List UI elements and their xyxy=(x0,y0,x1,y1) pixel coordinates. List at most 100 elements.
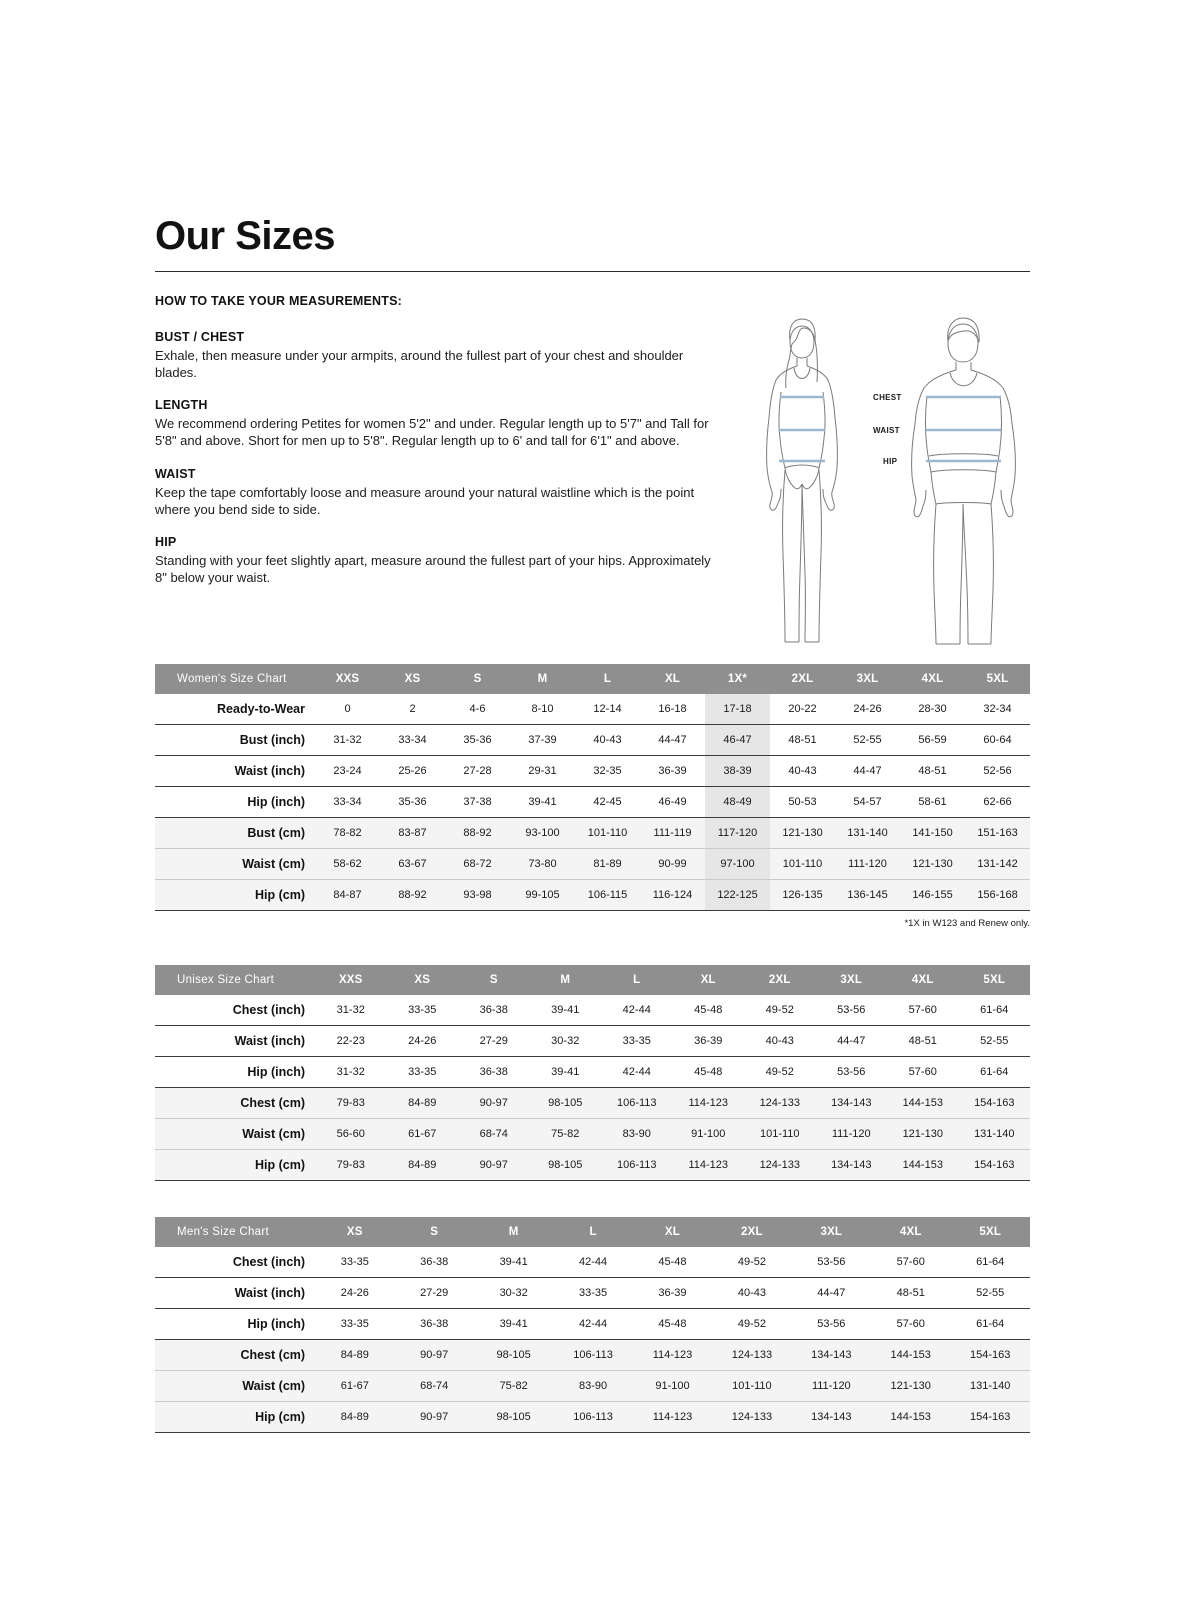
cell: 33-34 xyxy=(333,796,362,808)
cell: 49-52 xyxy=(765,1004,794,1016)
unisex-size-table: Unisex Size Chart XXS XS S M L XL 2XL 3X… xyxy=(155,965,1030,1181)
cell: 106-113 xyxy=(616,1097,657,1109)
cell: 37-38 xyxy=(463,796,492,808)
cell: 33-34 xyxy=(398,734,427,746)
cell: 33-35 xyxy=(622,1035,651,1047)
cell: 49-52 xyxy=(737,1256,766,1268)
cell: 0 xyxy=(344,703,351,715)
table-row: Waist (inch) 24-26 27-29 30-32 33-35 36-… xyxy=(155,1277,1030,1309)
row-label: Ready-to-Wear xyxy=(217,702,305,716)
cell: 98-105 xyxy=(496,1349,531,1361)
measurement-lines xyxy=(779,395,1001,463)
table-row: Ready-to-Wear 0 2 4-6 8-10 12-14 16-18 1… xyxy=(155,694,1030,725)
unisex-size-chart: Unisex Size Chart XXS XS S M L XL 2XL 3X… xyxy=(155,965,1030,1181)
womens-corner-label: Women's Size Chart xyxy=(155,664,315,694)
cell: 91-100 xyxy=(691,1128,726,1140)
measurement-instructions: HOW TO TAKE YOUR MEASUREMENTS: BUST / CH… xyxy=(155,294,715,586)
cell: 99-105 xyxy=(525,889,560,901)
column-header-s: S xyxy=(445,664,510,694)
row-label: Hip (cm) xyxy=(255,1410,306,1424)
cell: 53-56 xyxy=(817,1256,846,1268)
intro-section: HOW TO TAKE YOUR MEASUREMENTS: BUST / CH… xyxy=(155,294,1030,645)
cell: 73-80 xyxy=(528,858,557,870)
cell: 42-44 xyxy=(622,1066,651,1078)
column-header-5xl: 5XL xyxy=(958,965,1030,995)
cell: 131-142 xyxy=(977,858,1018,870)
cell: 121-130 xyxy=(902,1128,943,1140)
cell: 22-23 xyxy=(336,1035,365,1047)
cell: 35-36 xyxy=(398,796,427,808)
cell: 31-32 xyxy=(333,734,362,746)
table-row: Bust (inch) 31-32 33-34 35-36 37-39 40-4… xyxy=(155,724,1030,756)
cell: 83-90 xyxy=(578,1380,608,1392)
cell: 114-123 xyxy=(652,1349,693,1361)
cell: 84-89 xyxy=(340,1349,369,1361)
cell: 48-51 xyxy=(896,1287,925,1299)
cell: 63-67 xyxy=(398,858,427,870)
cell: 45-48 xyxy=(694,1066,723,1078)
womens-size-chart: Women's Size Chart XXS XS S M L XL 1X* 2… xyxy=(155,664,1030,929)
table-row: Waist (cm) 56-60 61-67 68-74 75-82 83-90… xyxy=(155,1118,1030,1150)
cell: 61-67 xyxy=(408,1128,437,1140)
column-header-xxs: XXS xyxy=(315,965,387,995)
cell: 44-47 xyxy=(837,1035,866,1047)
cell: 27-29 xyxy=(479,1035,508,1047)
cell: 124-133 xyxy=(731,1411,773,1423)
mens-corner-label: Men's Size Chart xyxy=(155,1217,316,1247)
cell: 52-55 xyxy=(976,1287,1005,1299)
unisex-table-body: Chest (inch) 31-32 33-35 36-38 39-41 42-… xyxy=(155,995,1030,1181)
cell: 58-62 xyxy=(333,858,362,870)
cell: 134-143 xyxy=(811,1349,852,1361)
column-header-l: L xyxy=(601,965,673,995)
cell: 114-123 xyxy=(652,1411,693,1423)
mens-size-chart: Men's Size Chart XS S M L XL 2XL 3XL 4XL… xyxy=(155,1217,1030,1433)
column-header-5xl: 5XL xyxy=(965,664,1030,694)
column-header-xl: XL xyxy=(632,1217,713,1247)
cell: 2 xyxy=(409,703,416,715)
cell: 121-130 xyxy=(782,827,823,839)
cell: 39-41 xyxy=(499,1256,528,1268)
cell: 61-64 xyxy=(980,1066,1009,1078)
instruction-body: We recommend ordering Petites for women … xyxy=(155,416,709,449)
cell: 154-163 xyxy=(974,1097,1015,1109)
table-row: Waist (inch) 23-24 25-26 27-28 29-31 32-… xyxy=(155,755,1030,787)
cell: 90-97 xyxy=(479,1159,508,1171)
cell: 93-100 xyxy=(525,827,560,839)
column-header-3xl: 3XL xyxy=(835,664,900,694)
column-header-s: S xyxy=(394,1217,474,1247)
cell: 52-56 xyxy=(983,765,1012,777)
cell: 136-145 xyxy=(847,889,888,901)
cell: 32-34 xyxy=(983,703,1012,715)
cell: 57-60 xyxy=(908,1004,937,1016)
cell: 111-120 xyxy=(831,1128,871,1140)
column-header-xxs: XXS xyxy=(315,664,380,694)
row-label: Waist (cm) xyxy=(242,1127,305,1141)
row-label: Chest (cm) xyxy=(240,1096,305,1110)
unisex-table-head: Unisex Size Chart XXS XS S M L XL 2XL 3X… xyxy=(155,965,1030,995)
cell: 58-61 xyxy=(918,796,947,808)
table-row: Hip (inch) 31-32 33-35 36-38 39-41 42-44… xyxy=(155,1056,1030,1088)
table-header-row: Unisex Size Chart XXS XS S M L XL 2XL 3X… xyxy=(155,965,1030,995)
cell: 44-47 xyxy=(817,1287,846,1299)
instruction-heading: HIP xyxy=(155,534,177,549)
cell: 42-44 xyxy=(578,1256,608,1268)
row-label: Bust (cm) xyxy=(247,826,305,840)
cell: 52-55 xyxy=(980,1035,1009,1047)
row-label: Waist (inch) xyxy=(234,1286,306,1300)
column-header-3xl: 3XL xyxy=(815,965,887,995)
cell: 98-105 xyxy=(548,1097,583,1109)
cell: 40-43 xyxy=(765,1035,794,1047)
column-header-4xl: 4XL xyxy=(887,965,959,995)
cell: 146-155 xyxy=(912,889,953,901)
cell: 117-120 xyxy=(705,817,770,849)
column-header-l: L xyxy=(553,1217,633,1247)
cell: 68-74 xyxy=(420,1380,449,1392)
row-label: Waist (cm) xyxy=(242,857,305,871)
cell: 101-110 xyxy=(732,1380,772,1392)
cell: 33-35 xyxy=(340,1318,369,1330)
cell: 54-57 xyxy=(853,796,882,808)
chest-label: CHEST xyxy=(873,393,902,402)
cell: 101-110 xyxy=(587,827,628,839)
cell: 81-89 xyxy=(593,858,622,870)
cell: 101-110 xyxy=(759,1128,800,1140)
